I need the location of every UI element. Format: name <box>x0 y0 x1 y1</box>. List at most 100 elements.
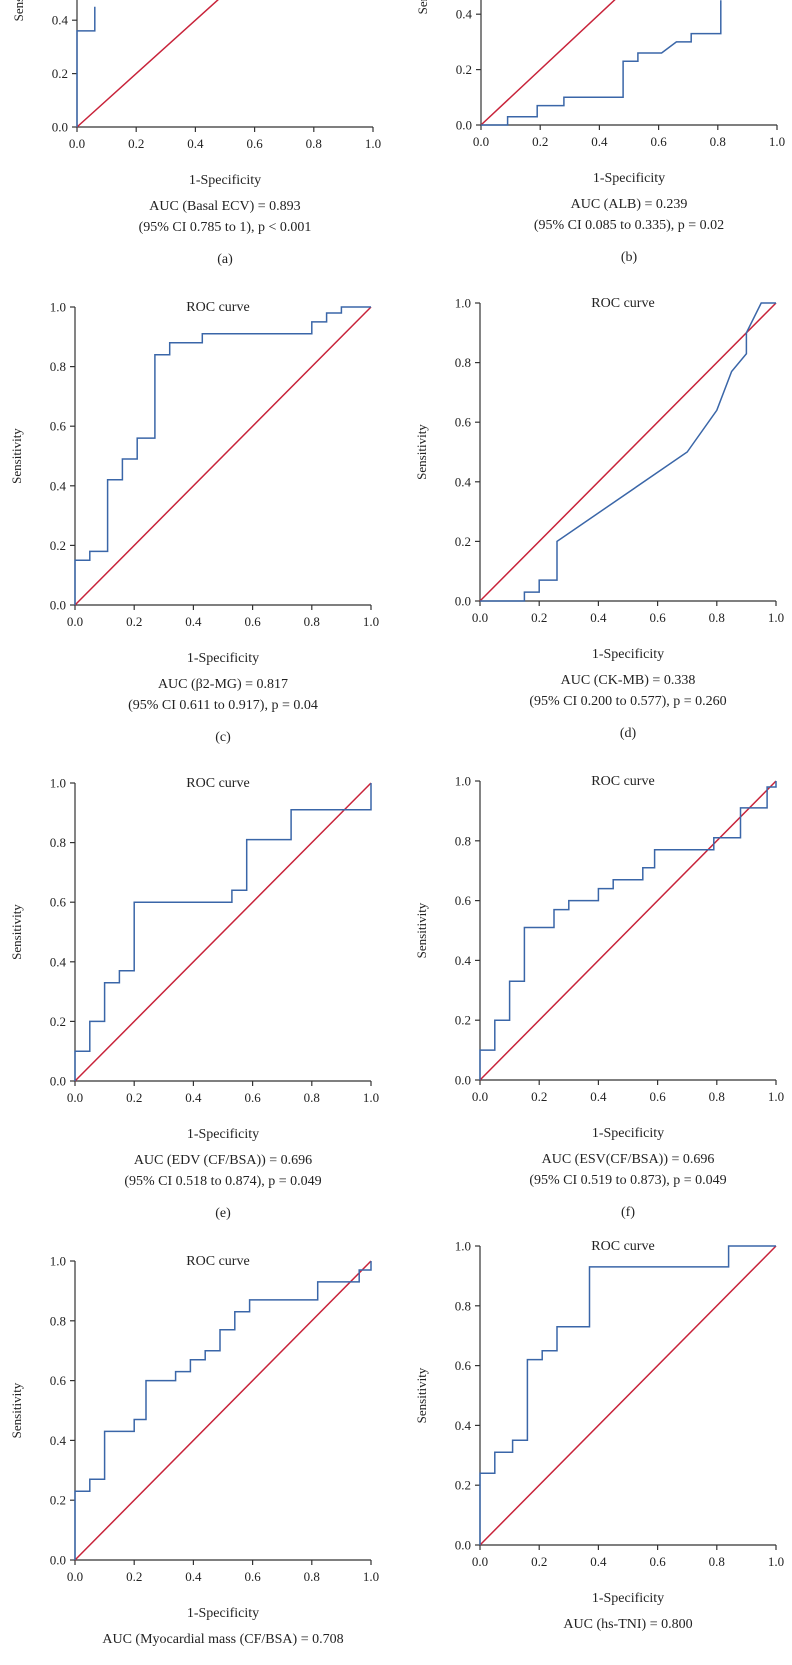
y-tick-label: 0.2 <box>455 1478 471 1493</box>
ci-caption: (95% CI 0.518 to 0.874), p = 0.049 <box>124 1174 321 1189</box>
x-tick-label: 0.2 <box>128 136 144 151</box>
panel-label: (d) <box>620 726 637 741</box>
roc-curve-line <box>74 1261 372 1560</box>
roc-panel-4: 0.0 0.2 0.4 0.6 0.8 1.0 0.0 0.2 0.4 0.6 0.8 1.0 ROC … <box>414 296 784 742</box>
y-tick-label: 0.4 <box>455 474 472 489</box>
y-tick-label: 0.4 <box>50 1433 67 1448</box>
x-tick-label: 0.8 <box>709 610 725 625</box>
roc-panel-3: 0.0 0.2 0.4 0.6 0.8 1.0 0.0 0.2 0.4 0.6 0.8 1.0 ROC … <box>9 300 379 746</box>
auc-caption: AUC (Basal ECV) = 0.893 <box>149 199 300 214</box>
x-tick-label: 0.6 <box>244 614 261 629</box>
auc-caption: AUC (Myocardial mass (CF/BSA) = 0.708 <box>102 1632 343 1647</box>
x-tick-label: 0.4 <box>590 1089 607 1104</box>
roc-panel-2: 0.0 0.2 0.4 0.6 0.8 1.0 0.0 0.2 0.4 Sensitivity 1-… <box>415 0 785 265</box>
y-tick-label: 0.4 <box>50 954 67 969</box>
ci-caption: (95% CI 0.611 to 0.917), p = 0.04 <box>128 698 318 713</box>
x-tick-label: 0.2 <box>126 614 142 629</box>
x-tick-label: 0.8 <box>710 134 726 149</box>
x-tick-label: 0.0 <box>472 610 488 625</box>
auc-caption: AUC (EDV (CF/BSA)) = 0.696 <box>134 1153 312 1168</box>
roc-curve-line <box>74 306 371 605</box>
y-axis-label: Sensitivity <box>9 904 24 960</box>
roc-curve-line <box>74 783 372 1081</box>
x-tick-label: 0.8 <box>304 1569 320 1584</box>
x-tick-label: 0.6 <box>244 1569 261 1584</box>
auc-caption: AUC (ALB) = 0.239 <box>571 197 688 212</box>
x-tick-label: 0.4 <box>185 1090 202 1105</box>
x-tick-label: 0.6 <box>649 1089 666 1104</box>
chart-title: ROC curve <box>591 1239 654 1254</box>
y-tick-label: 0.8 <box>50 359 66 374</box>
y-axis-label: Sensitivity <box>11 0 26 21</box>
x-tick-label: 0.0 <box>472 1554 488 1569</box>
reference-diagonal-line <box>479 1245 777 1546</box>
reference-diagonal-line <box>479 780 777 1081</box>
x-tick-label: 1.0 <box>363 614 379 629</box>
x-tick-label: 1.0 <box>768 1554 784 1569</box>
x-tick-label: 0.2 <box>532 134 548 149</box>
reference-diagonal-line <box>76 0 219 128</box>
y-tick-label: 0.8 <box>50 1313 66 1328</box>
auc-caption: AUC (hs-TNI) = 0.800 <box>563 1617 692 1632</box>
y-axis-label: Sensitivity <box>9 1382 24 1438</box>
x-axis-label: 1-Specificity <box>593 171 665 186</box>
y-tick-label: 0.0 <box>50 1074 66 1089</box>
ci-caption: (95% CI 0.519 to 0.873), p = 0.049 <box>529 1173 726 1188</box>
x-tick-label: 0.2 <box>126 1090 142 1105</box>
y-tick-label: 0.6 <box>50 895 67 910</box>
panel-label: (e) <box>215 1206 231 1221</box>
y-axis-label: Sensitivity <box>414 1367 429 1423</box>
y-tick-label: 1.0 <box>455 296 471 311</box>
auc-caption: AUC (ESV(CF/BSA)) = 0.696 <box>542 1152 715 1167</box>
y-axis-label: Sensitivity <box>414 902 429 958</box>
y-tick-label: 1.0 <box>455 1239 471 1254</box>
y-axis-label: Sensitivity <box>414 424 429 480</box>
x-tick-label: 0.2 <box>531 610 547 625</box>
y-tick-label: 0.4 <box>52 13 69 28</box>
y-tick-label: 0.6 <box>455 415 472 430</box>
y-tick-label: 0.6 <box>455 893 472 908</box>
y-tick-label: 0.8 <box>455 833 471 848</box>
reference-diagonal-line <box>74 782 372 1082</box>
roc-curve-line <box>481 0 722 126</box>
roc-panel-8: 0.0 0.2 0.4 0.6 0.8 1.0 0.0 0.2 0.4 0.6 0.8 1.0 ROC … <box>414 1239 784 1633</box>
y-tick-label: 0.2 <box>50 538 66 553</box>
chart-title: ROC curve <box>186 300 249 315</box>
x-tick-label: 0.4 <box>591 134 608 149</box>
y-tick-label: 0.8 <box>455 355 471 370</box>
x-axis-label: 1-Specificity <box>187 651 259 666</box>
roc-panel-7: 0.0 0.2 0.4 0.6 0.8 1.0 0.0 0.2 0.4 0.6 0.8 1.0 ROC … <box>9 1254 379 1648</box>
x-tick-label: 0.4 <box>187 136 204 151</box>
x-axis-label: 1-Specificity <box>592 1126 664 1141</box>
x-tick-label: 0.4 <box>590 1554 607 1569</box>
roc-panel-6: 0.0 0.2 0.4 0.6 0.8 1.0 0.0 0.2 0.4 0.6 0.8 1.0 ROC … <box>414 774 784 1221</box>
panel-label: (c) <box>215 730 231 745</box>
y-tick-label: 0.2 <box>50 1493 66 1508</box>
y-tick-label: 0.0 <box>455 1073 471 1088</box>
y-tick-label: 1.0 <box>50 300 66 315</box>
x-axis-label: 1-Specificity <box>592 647 664 662</box>
y-tick-label: 1.0 <box>50 776 66 791</box>
roc-curve-line <box>479 781 777 1080</box>
chart-title: ROC curve <box>186 1254 249 1269</box>
x-axis-label: 1-Specificity <box>592 1591 664 1606</box>
roc-curve-line <box>76 6 96 127</box>
x-tick-label: 0.4 <box>185 1569 202 1584</box>
x-tick-label: 0.0 <box>472 1089 488 1104</box>
roc-curve-line <box>479 1245 776 1545</box>
x-tick-label: 0.6 <box>244 1090 261 1105</box>
chart-title: ROC curve <box>591 296 654 311</box>
x-tick-label: 1.0 <box>768 610 784 625</box>
x-tick-label: 0.0 <box>473 134 489 149</box>
x-tick-label: 0.4 <box>590 610 607 625</box>
x-tick-label: 1.0 <box>365 136 381 151</box>
x-tick-label: 0.0 <box>67 1090 83 1105</box>
y-tick-label: 0.4 <box>50 478 67 493</box>
x-tick-label: 0.6 <box>246 136 263 151</box>
x-tick-label: 0.6 <box>649 610 666 625</box>
chart-title: ROC curve <box>186 776 249 791</box>
x-axis-label: 1-Specificity <box>187 1606 259 1621</box>
roc-panel-1: 0.0 0.2 0.4 0.6 0.8 1.0 0.0 0.2 0.4 Sensitivity 1-… <box>11 0 381 267</box>
y-tick-label: 0.6 <box>50 419 67 434</box>
